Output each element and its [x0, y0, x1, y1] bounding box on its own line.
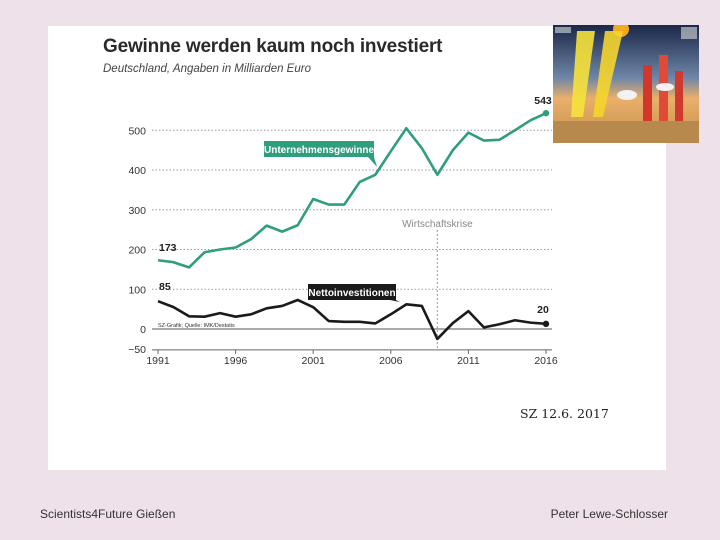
diagram-tiny-label-2: [681, 27, 697, 39]
x-tick-label: 2011: [457, 355, 480, 367]
series-end-point: [542, 320, 550, 328]
y-tick-label: 0: [140, 324, 146, 336]
y-tick-label: 100: [128, 284, 146, 296]
infrared-beam-3: [675, 71, 683, 121]
chart-subtitle: Deutschland, Angaben in Milliarden Euro: [103, 63, 311, 75]
series-labels: 173 543 Unternehmensgewinne 85 20 Nettoinvest…: [159, 95, 552, 316]
x-tick-label: 2001: [302, 355, 326, 367]
x-tick-label: 1991: [146, 355, 170, 367]
series-end-point: [542, 109, 550, 117]
y-tick-label: 500: [128, 125, 146, 137]
series-name-label: Nettoinvestitionen: [308, 288, 395, 299]
solar-beam-left: [571, 31, 595, 117]
x-tick-label: 2016: [534, 355, 558, 367]
diagram-tiny-label: [555, 27, 571, 33]
cloud-icon: [617, 90, 637, 100]
energy-balance-diagram-thumbnail: [553, 25, 699, 143]
y-tick-label: 300: [128, 205, 146, 217]
grid-lines: [152, 129, 552, 351]
series-end-label: 543: [534, 95, 552, 107]
footer-left: Scientists4Future Gießen: [40, 507, 176, 521]
y-axis-ticks: 500 400 300 200 100 0 −50: [128, 125, 146, 356]
series-line-gewinne: [157, 111, 547, 269]
solar-beam-right: [593, 31, 623, 117]
crisis-label: Wirtschaftskrise: [402, 219, 473, 230]
y-tick-label: 200: [128, 245, 146, 257]
x-axis-ticks: 1991 1996 2001 2006 2011 2016: [146, 349, 558, 367]
cloud-icon-2: [656, 83, 674, 91]
series-lines: [157, 109, 550, 341]
series-label-box: [264, 141, 374, 157]
diagram-ground: [553, 121, 699, 143]
inline-source-note: SZ-Grafik; Quelle: IMK/Destatis: [158, 323, 235, 329]
series-label-pointer: [390, 300, 400, 302]
y-tick-label: 400: [128, 165, 146, 177]
x-tick-label: 1996: [224, 355, 248, 367]
series-start-label: 85: [159, 281, 171, 293]
source-credit: SZ 12.6. 2017: [520, 406, 609, 421]
series-label-pointer: [368, 157, 377, 167]
series-line-investitionen: [157, 298, 547, 341]
series-start-label: 173: [159, 242, 177, 254]
series-label-box: [308, 284, 396, 300]
x-tick-label: 2006: [379, 355, 403, 367]
series-end-label: 20: [537, 304, 549, 316]
footer-right: Peter Lewe-Schlosser: [550, 507, 668, 521]
series-name-label: Unternehmensgewinne: [264, 145, 374, 156]
y-tick-label: −50: [128, 344, 146, 356]
chart-title: Gewinne werden kaum noch investiert: [103, 36, 443, 57]
infrared-beam-1: [643, 65, 652, 121]
